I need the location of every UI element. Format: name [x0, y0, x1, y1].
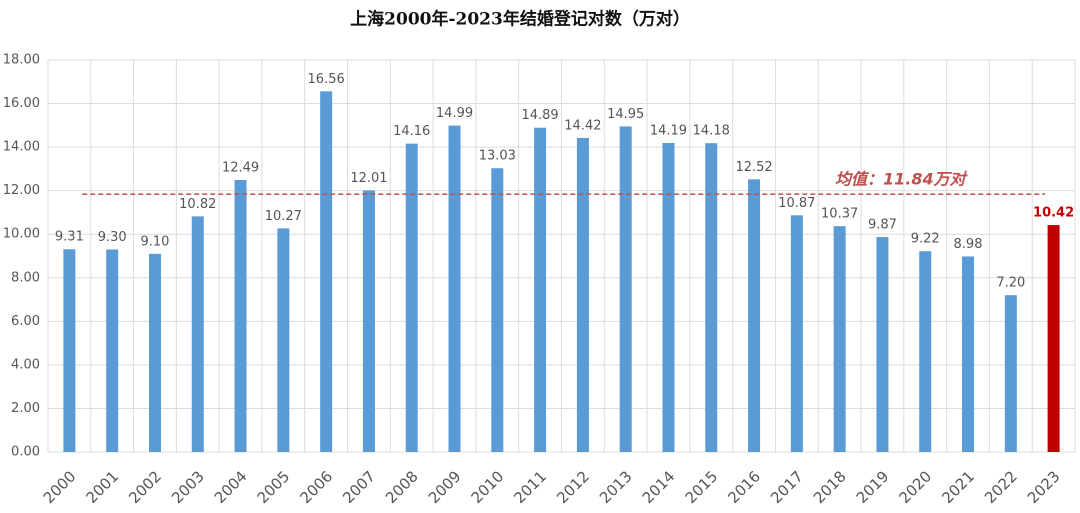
bar [191, 216, 204, 452]
bar [962, 256, 975, 452]
chart-title: 上海2000年-2023年结婚登记对数（万对） [350, 9, 690, 30]
value-label: 14.99 [436, 106, 473, 121]
x-tick-label: 2016 [724, 467, 764, 507]
x-tick-label: 2010 [468, 467, 508, 507]
x-tick-label: 2022 [981, 467, 1021, 507]
value-label: 14.42 [564, 118, 601, 133]
bar [576, 137, 589, 452]
mean-label: 均值：11.84万对 [835, 170, 969, 189]
x-tick-label: 2006 [296, 467, 336, 507]
y-tick-label: 16.00 [3, 96, 40, 111]
x-tick-label: 2003 [168, 467, 208, 507]
x-tick-label: 2020 [896, 467, 936, 507]
x-tick-label: 2004 [211, 467, 251, 507]
bar [876, 237, 889, 452]
bar [833, 226, 846, 452]
value-label: 10.87 [778, 196, 815, 211]
x-tick-label: 2005 [254, 467, 294, 507]
bar [1004, 295, 1017, 452]
x-tick-label: 2009 [425, 467, 465, 507]
value-label: 9.31 [55, 230, 84, 245]
y-tick-label: 6.00 [11, 314, 40, 329]
y-tick-label: 18.00 [3, 53, 40, 68]
value-label: 12.52 [735, 160, 772, 175]
value-label: 14.95 [607, 107, 644, 122]
bar [106, 249, 119, 452]
y-tick-label: 0.00 [11, 445, 40, 460]
value-label: 10.27 [265, 209, 302, 224]
x-tick-label: 2007 [339, 467, 379, 507]
bar [919, 251, 932, 452]
bar [1047, 225, 1060, 452]
bar [63, 249, 76, 452]
value-label: 12.49 [222, 160, 259, 175]
value-label: 9.30 [98, 230, 127, 245]
x-tick-label: 2017 [767, 467, 807, 507]
x-tick-label: 2021 [938, 467, 978, 507]
x-tick-label: 2015 [682, 467, 722, 507]
x-tick-label: 2011 [510, 467, 550, 507]
x-tick-label: 2008 [382, 467, 422, 507]
bar [534, 127, 547, 453]
value-label: 12.01 [350, 171, 387, 186]
y-tick-label: 4.00 [11, 357, 40, 372]
bar [705, 143, 718, 453]
x-tick-label: 2012 [553, 467, 593, 507]
y-tick-label: 8.00 [11, 270, 40, 285]
value-label: 9.10 [141, 234, 170, 249]
x-tick-label: 2013 [596, 467, 636, 507]
value-label: 13.03 [479, 149, 516, 164]
bar [234, 179, 247, 453]
value-label: 14.18 [693, 124, 730, 139]
bar [748, 179, 761, 452]
y-tick-label: 10.00 [3, 227, 40, 242]
value-label: 10.82 [179, 197, 216, 212]
bar [148, 253, 161, 452]
bar [448, 125, 461, 452]
x-tick-label: 2000 [40, 467, 80, 507]
x-tick-label: 2023 [1024, 467, 1064, 507]
value-label: 14.19 [650, 123, 687, 138]
x-tick-label: 2018 [810, 467, 850, 507]
bar [320, 91, 333, 453]
value-label: 9.87 [868, 218, 897, 233]
value-label: 14.89 [521, 108, 558, 123]
x-tick-label: 2019 [853, 467, 893, 507]
x-tick-label: 2002 [125, 467, 165, 507]
value-label: 8.98 [954, 237, 983, 252]
value-label: 14.16 [393, 124, 430, 139]
bar [405, 143, 418, 453]
bar [277, 228, 290, 452]
bar [362, 190, 375, 452]
bar [662, 142, 675, 452]
bar [491, 168, 504, 453]
value-label: 10.37 [821, 207, 858, 222]
x-tick-label: 2014 [639, 467, 679, 507]
x-tick-label: 2001 [82, 467, 122, 507]
value-label: 7.20 [996, 276, 1025, 291]
value-label: 9.22 [911, 232, 940, 247]
value-label: 10.42 [1033, 206, 1074, 221]
y-tick-label: 14.00 [3, 140, 40, 155]
value-label: 16.56 [308, 72, 345, 87]
y-tick-label: 12.00 [3, 183, 40, 198]
bar [619, 126, 632, 452]
y-tick-label: 2.00 [11, 401, 40, 416]
bar [790, 215, 803, 452]
